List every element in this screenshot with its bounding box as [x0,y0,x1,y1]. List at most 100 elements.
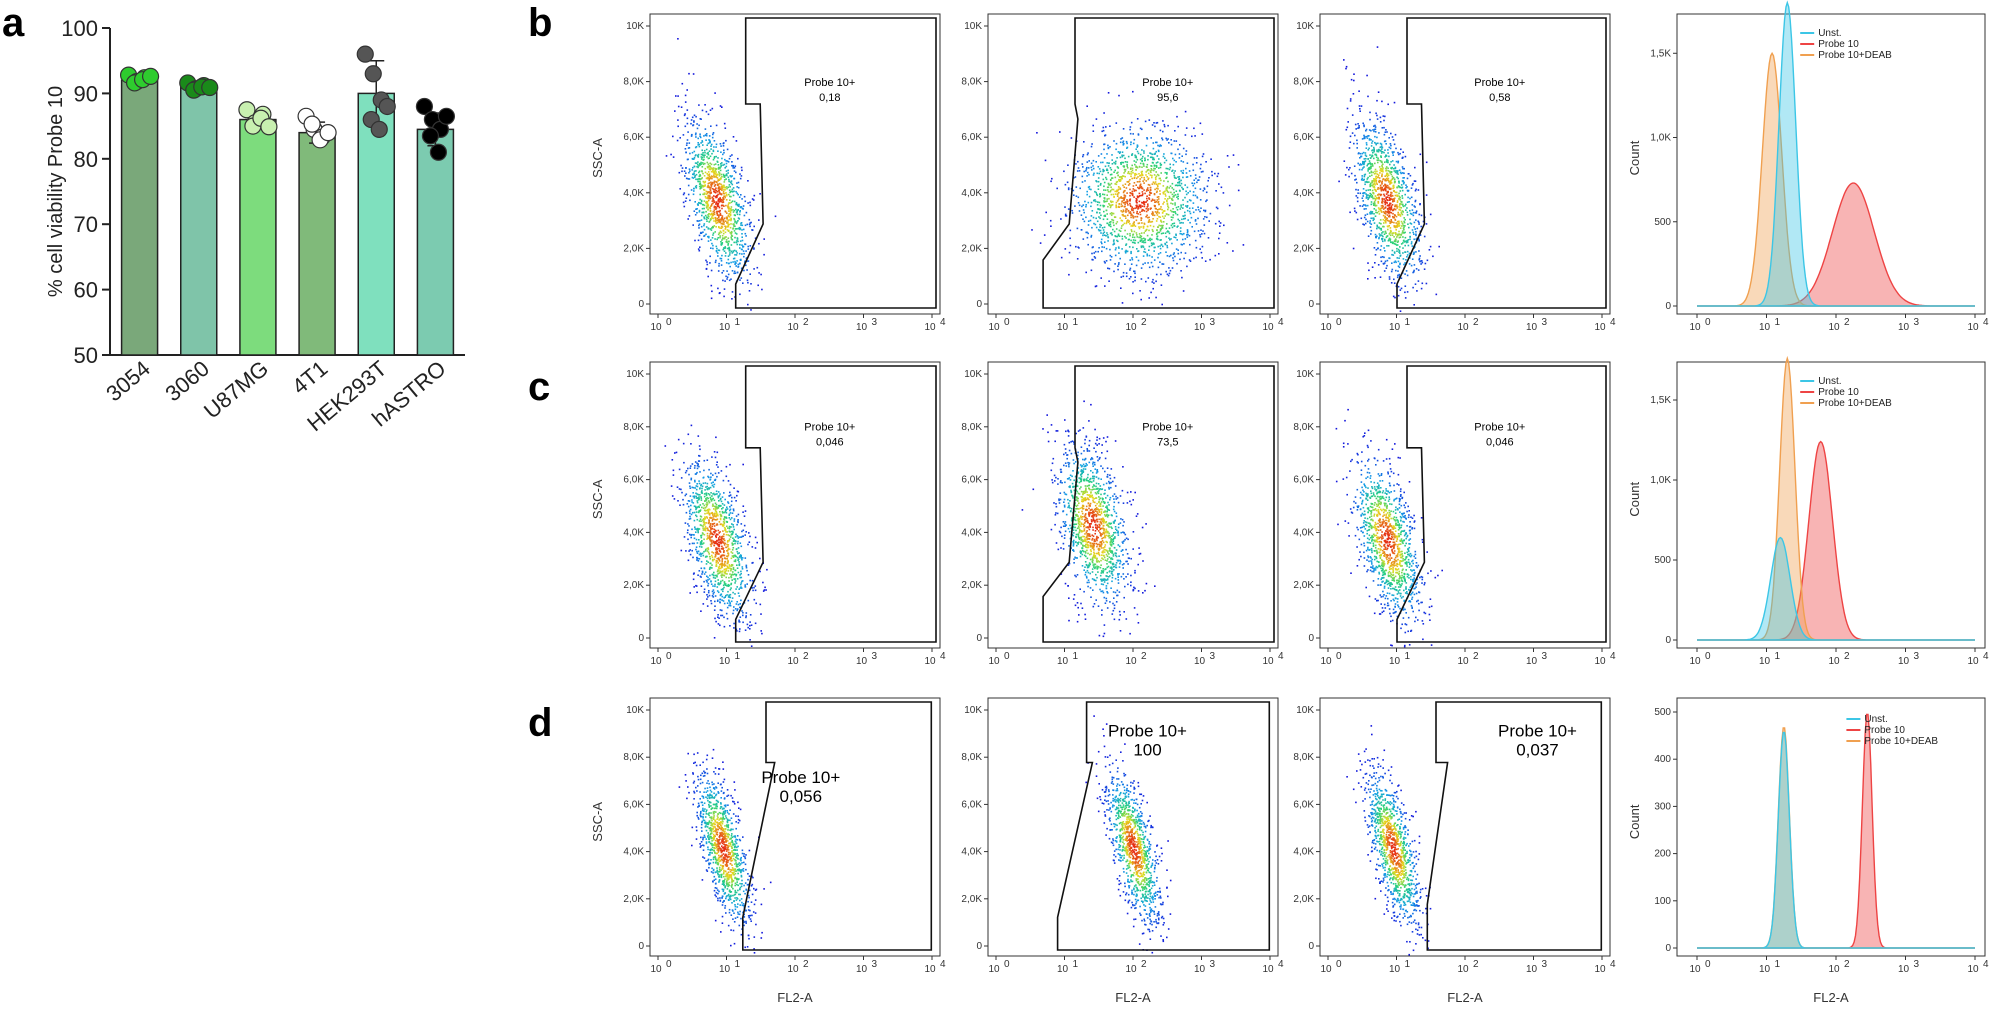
event-dot [691,528,693,531]
event-dot [1211,174,1213,177]
event-dot [1409,236,1411,238]
event-dot [714,493,717,496]
event-dot [1155,171,1157,173]
event-dot [715,226,717,228]
event-dot [1145,229,1147,231]
event-dot [1073,194,1075,196]
event-dot [1147,216,1149,219]
event-dot [722,223,724,226]
event-dot [1164,171,1167,174]
event-dot [1120,210,1122,212]
event-dot [686,139,689,141]
event-dot [1176,196,1178,198]
event-dot [1185,127,1188,129]
event-dot [1349,135,1352,138]
event-dot [1158,167,1160,169]
event-dot [718,547,720,550]
event-dot [1388,220,1390,222]
event-dot [1160,239,1162,241]
event-dot [717,205,720,208]
event-dot [1393,251,1396,253]
event-dot [701,214,703,217]
event-dot [1365,147,1368,149]
event-dot [1140,239,1143,242]
event-dot [1137,241,1140,244]
event-dot [1384,240,1386,242]
event-dot [1154,181,1157,183]
event-dot [695,515,698,518]
event-dot [1124,175,1126,178]
event-dot [1375,154,1378,157]
event-dot [1366,220,1369,223]
event-dot [1134,207,1136,210]
event-dot [1151,234,1153,236]
event-dot [1136,215,1138,218]
event-dot [1120,227,1123,229]
event-dot [1360,155,1362,158]
event-dot [1393,167,1395,170]
event-dot [707,194,710,197]
event-dot [1425,194,1428,196]
event-dot [696,123,698,125]
event-dot [738,252,741,255]
event-dot [701,149,703,152]
event-dot [1130,214,1132,217]
event-dot [714,184,717,186]
event-dot [710,213,712,216]
event-dot [708,525,711,528]
event-dot [725,173,728,175]
event-dot [1133,270,1136,273]
event-dot [723,221,725,223]
event-dot [1078,204,1081,207]
event-dot [714,195,717,198]
event-dot [703,469,705,472]
event-dot [722,145,725,147]
event-dot [1144,230,1147,232]
event-dot [738,203,740,206]
event-dot [723,544,726,546]
event-dot [1121,161,1123,164]
event-dot [716,550,718,553]
event-dot [694,133,697,136]
event-dot [711,518,714,521]
event-dot [703,149,706,152]
event-dot [1165,187,1168,190]
event-dot [1132,234,1134,236]
event-dot [729,226,732,229]
event-dot [1100,232,1102,234]
event-dot [727,210,730,212]
event-dot [733,496,736,499]
event-dot [735,222,738,225]
event-dot [1361,168,1363,171]
event-dot [1115,190,1118,193]
scatter-cloud [665,38,777,311]
event-dot [722,535,725,538]
event-dot [1167,191,1170,194]
event-dot [728,564,731,566]
event-dot [1397,185,1400,187]
event-dot [1106,232,1108,234]
event-dot [1085,170,1087,172]
x-tick-exponent: 2 [803,651,809,662]
event-dot [1087,224,1090,226]
event-dot [749,639,751,641]
event-dot [1166,173,1168,175]
event-dot [1168,142,1170,144]
event-dot [1395,171,1397,173]
event-dot [1397,285,1400,288]
event-dot [1419,203,1421,206]
bar [180,86,218,356]
event-dot [1391,160,1394,162]
event-dot [694,162,697,164]
event-dot [1108,280,1110,282]
event-dot [1158,203,1160,206]
event-dot [1123,172,1125,174]
event-dot [707,235,709,238]
event-dot [742,282,744,284]
event-dot [1172,211,1175,213]
event-dot [1370,203,1373,206]
event-dot [1394,167,1397,170]
event-dot [1158,208,1161,210]
event-dot [721,599,723,601]
event-dot [717,202,720,205]
